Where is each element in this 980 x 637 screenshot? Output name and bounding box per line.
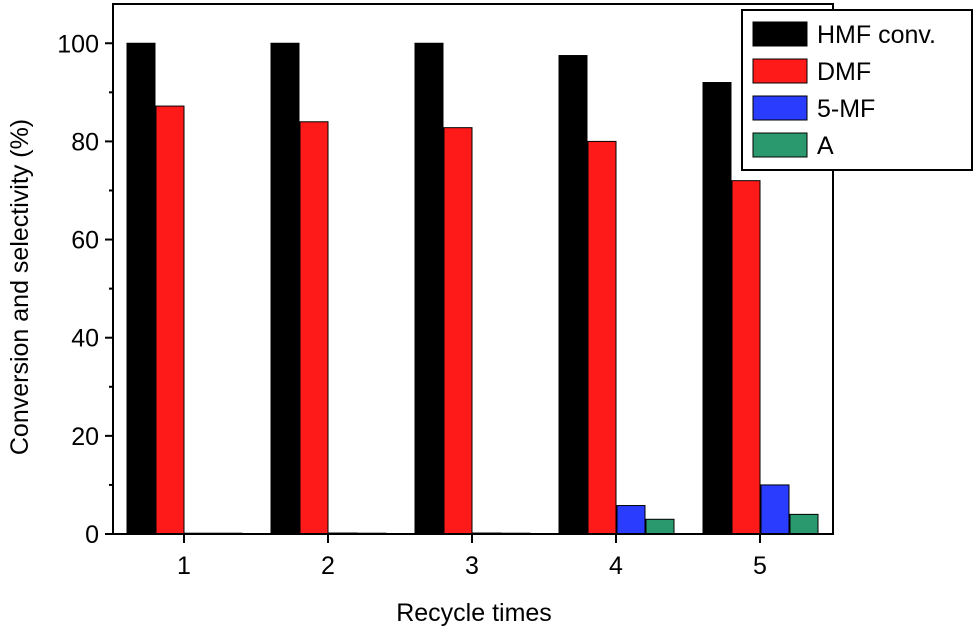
bar-a-cycle-4 (645, 518, 675, 535)
legend-swatch (752, 132, 808, 158)
bar-hmf-conv--cycle-1 (126, 42, 156, 535)
legend-label: DMF (817, 58, 871, 86)
x-tick-label: 2 (321, 552, 335, 580)
bar-hmf-conv--cycle-4 (558, 55, 588, 535)
bar-hmf-conv--cycle-2 (270, 42, 300, 535)
legend-swatch (752, 58, 808, 84)
bar-dmf-cycle-2 (299, 121, 329, 535)
bar-5-mf-cycle-4 (616, 505, 646, 535)
bar-dmf-cycle-1 (155, 105, 185, 535)
bar-hmf-conv--cycle-5 (702, 82, 732, 535)
y-tick-label: 100 (57, 30, 99, 58)
x-axis-title: Recycle times (396, 599, 552, 627)
bars-layer (126, 42, 819, 535)
legend-swatch (752, 95, 808, 121)
y-tick-label: 0 (85, 521, 99, 549)
x-tick-label: 4 (609, 552, 623, 580)
axes-layer: 0 20 40 60 80 100 1 2 3 4 5 (57, 3, 834, 580)
y-axis-title: Conversion and selectivity (%) (6, 119, 34, 455)
bar-dmf-cycle-3 (443, 127, 473, 535)
x-tick-label: 5 (753, 552, 767, 580)
bar-dmf-cycle-4 (587, 140, 617, 535)
legend-label: 5-MF (817, 95, 875, 123)
bar-dmf-cycle-5 (731, 180, 761, 535)
legend-label: A (817, 132, 834, 160)
y-tick-label: 20 (71, 423, 99, 451)
x-tick-label: 1 (177, 552, 191, 580)
bar-5-mf-cycle-5 (760, 484, 790, 535)
bar-hmf-conv--cycle-3 (414, 42, 444, 535)
bar-a-cycle-5 (789, 513, 819, 535)
y-tick-label: 60 (71, 227, 99, 255)
x-tick-label: 3 (465, 552, 479, 580)
y-tick-label: 80 (71, 128, 99, 156)
legend-swatch (752, 21, 808, 47)
legend: HMF conv. DMF 5-MF A (741, 9, 973, 171)
legend-label: HMF conv. (817, 21, 936, 49)
y-tick-label: 40 (71, 325, 99, 353)
